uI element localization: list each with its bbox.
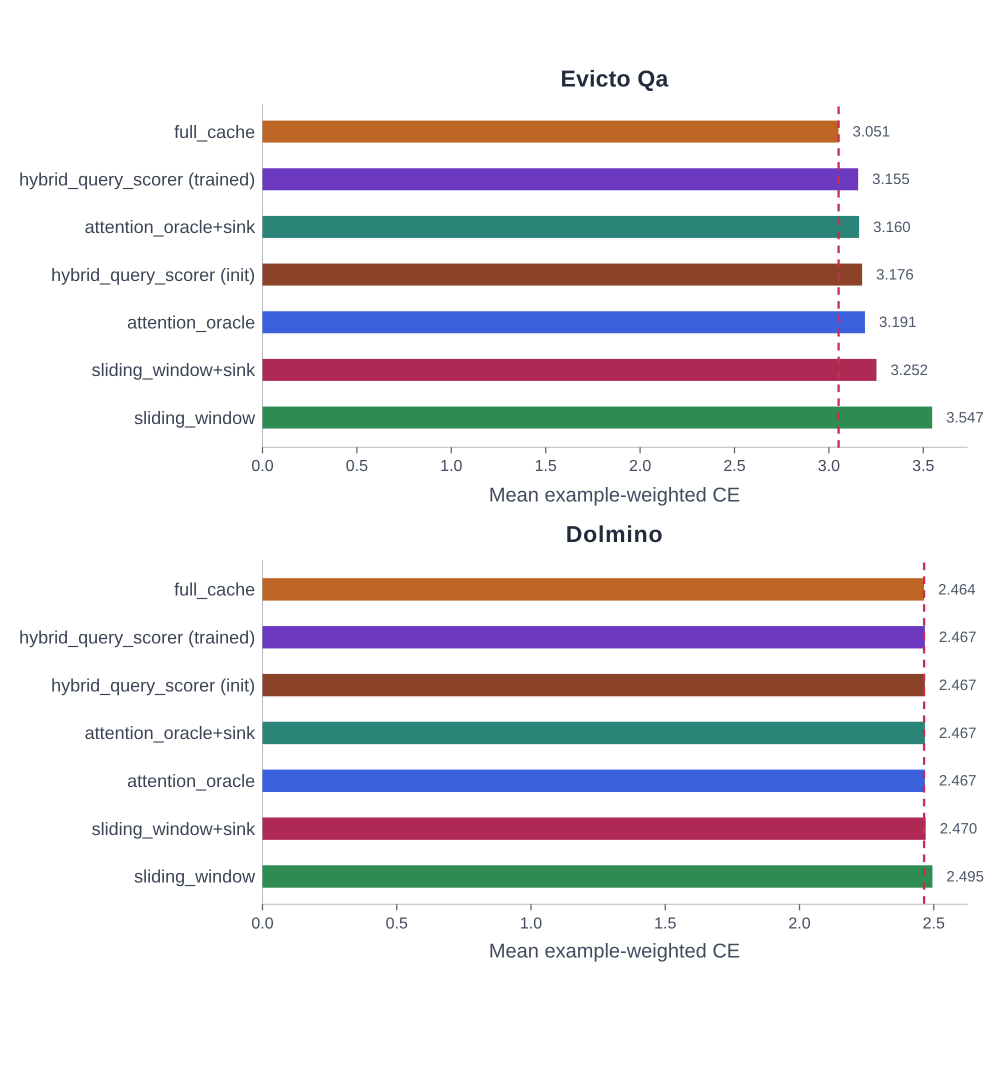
svg-text:hybrid_query_scorer (trained): hybrid_query_scorer (trained) [19,169,255,189]
svg-text:attention_oracle: attention_oracle [127,771,255,791]
svg-text:1.0: 1.0 [520,916,542,933]
svg-text:3.176: 3.176 [876,266,914,283]
svg-text:3.155: 3.155 [872,171,910,188]
svg-text:2.0: 2.0 [629,458,651,475]
svg-text:2.5: 2.5 [723,458,745,475]
svg-text:2.5: 2.5 [923,916,945,933]
svg-text:3.160: 3.160 [873,219,911,236]
svg-text:Mean example-weighted CE: Mean example-weighted CE [489,484,740,506]
svg-text:1.5: 1.5 [535,458,557,475]
svg-text:2.0: 2.0 [788,916,810,933]
svg-text:2.495: 2.495 [946,868,984,885]
svg-text:attention_oracle: attention_oracle [127,312,255,332]
svg-text:1.0: 1.0 [440,458,462,475]
svg-text:2.467: 2.467 [939,629,977,646]
svg-text:Evicto Qa: Evicto Qa [561,66,669,92]
svg-text:hybrid_query_scorer (init): hybrid_query_scorer (init) [51,265,255,285]
svg-text:2.467: 2.467 [939,773,977,790]
svg-text:0.0: 0.0 [251,916,273,933]
svg-text:sliding_window: sliding_window [134,408,256,428]
svg-text:attention_oracle+sink: attention_oracle+sink [85,723,257,743]
svg-text:sliding_window: sliding_window [134,867,256,887]
svg-text:full_cache: full_cache [174,580,255,600]
svg-text:sliding_window+sink: sliding_window+sink [92,819,257,839]
svg-text:2.470: 2.470 [940,821,978,838]
svg-text:3.191: 3.191 [879,314,917,331]
svg-text:3.0: 3.0 [818,458,840,475]
svg-text:sliding_window+sink: sliding_window+sink [92,360,257,380]
svg-text:1.5: 1.5 [654,916,676,933]
svg-text:hybrid_query_scorer (init): hybrid_query_scorer (init) [51,675,255,695]
svg-text:full_cache: full_cache [174,122,255,142]
svg-text:0.5: 0.5 [386,916,408,933]
svg-text:2.467: 2.467 [939,725,977,742]
svg-text:3.051: 3.051 [853,124,891,141]
svg-text:3.5: 3.5 [912,458,934,475]
svg-text:0.5: 0.5 [346,458,368,475]
svg-text:Mean example-weighted CE: Mean example-weighted CE [489,941,740,963]
svg-text:2.467: 2.467 [939,677,977,694]
svg-text:hybrid_query_scorer (trained): hybrid_query_scorer (trained) [19,627,255,647]
svg-text:3.252: 3.252 [890,362,928,379]
svg-text:attention_oracle+sink: attention_oracle+sink [85,217,257,237]
svg-text:3.547: 3.547 [946,409,984,426]
svg-text:0.0: 0.0 [251,458,273,475]
svg-text:Dolmino: Dolmino [566,521,664,547]
svg-text:2.464: 2.464 [938,581,976,598]
